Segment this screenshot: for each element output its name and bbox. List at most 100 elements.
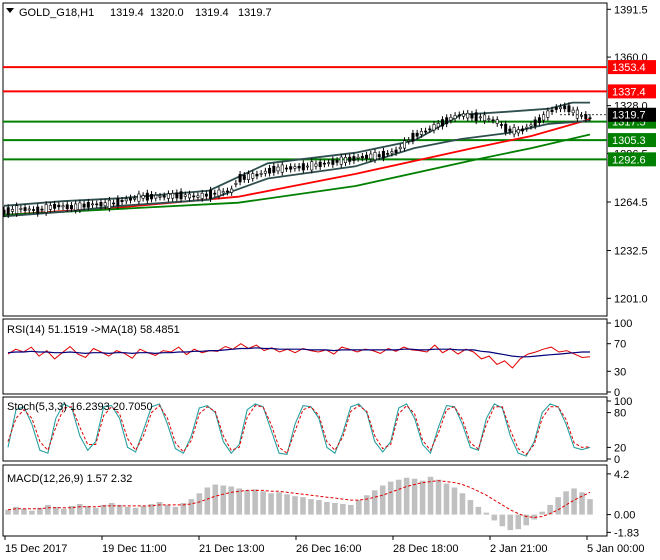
candle-body xyxy=(196,195,200,198)
macd-bar xyxy=(276,492,282,515)
candle-body xyxy=(128,197,132,201)
macd-bar xyxy=(196,493,203,515)
candle-body xyxy=(225,190,229,193)
macd-panel[interactable]: 4.2 0.00 -1.83 MACD(12,26,9) 1.57 2.32 xyxy=(2,464,639,539)
candle-body xyxy=(293,166,297,169)
candle-body xyxy=(32,209,36,211)
candle-body xyxy=(428,128,432,131)
candle-body xyxy=(407,140,411,142)
candle-body xyxy=(40,208,44,211)
candle-body xyxy=(158,195,162,198)
candle-body xyxy=(65,204,69,209)
candle-body xyxy=(335,160,339,163)
candle-body xyxy=(567,105,571,113)
candle-body xyxy=(314,163,318,167)
macd-bar xyxy=(252,489,258,515)
rsi-panel[interactable]: 100 70 30 0 RSI(14) 51.1519 ->MA(18) 58.485… xyxy=(2,318,632,399)
candle-body xyxy=(529,124,533,127)
candle-body xyxy=(525,126,529,129)
macd-bar xyxy=(451,487,458,515)
candle-body xyxy=(69,205,73,210)
macd-bar xyxy=(387,481,394,515)
macd-bar xyxy=(459,493,466,515)
candle-body xyxy=(23,207,27,211)
candle-body xyxy=(483,114,487,121)
macd-bar xyxy=(180,502,187,515)
macd-bar xyxy=(284,494,290,515)
level-tag xyxy=(608,60,656,75)
macd-bar xyxy=(467,500,474,515)
osc-tick-label: 100 xyxy=(614,318,632,330)
macd-signal-line xyxy=(7,480,591,519)
stochastic-lines xyxy=(7,403,591,457)
candle-body xyxy=(61,205,65,208)
candle-body xyxy=(103,202,107,207)
macd-bar xyxy=(108,502,115,515)
osc-tick-label: 0 xyxy=(614,387,620,399)
macd-header: MACD(12,26,9) 1.57 2.32 xyxy=(7,473,132,485)
candle-body xyxy=(491,119,495,122)
candle-body xyxy=(495,119,499,124)
current-price-label: 1319.7 xyxy=(612,110,646,122)
candle-body xyxy=(348,156,352,162)
candle-body xyxy=(91,203,95,206)
rsi-header: RSI(14) 51.1519 ->MA(18) 58.4851 xyxy=(7,324,180,336)
header-triangle-icon[interactable] xyxy=(6,8,14,13)
candle-body xyxy=(377,154,381,158)
macd-bar xyxy=(579,492,585,515)
candle-body xyxy=(386,153,390,155)
candle-body xyxy=(474,112,478,122)
candle-body xyxy=(162,195,166,198)
candle-body xyxy=(141,195,145,199)
macd-bar xyxy=(371,490,378,515)
osc-tick-label: 70 xyxy=(614,339,626,351)
candle-body xyxy=(504,123,508,133)
candle-body xyxy=(432,124,436,131)
macd-bar xyxy=(220,485,227,515)
candle-body xyxy=(575,109,579,119)
moving-average-line xyxy=(3,133,591,216)
macd-bar xyxy=(427,476,434,515)
stochastic-header: Stoch(5,3,3) 16.2393 20.7050 xyxy=(7,401,153,413)
rsi-lines xyxy=(7,343,591,369)
candle-body xyxy=(221,191,225,194)
candle-body xyxy=(466,112,470,119)
macd-bar xyxy=(100,504,107,515)
candle-body xyxy=(516,129,520,134)
price-tick-label: 1391.5 xyxy=(614,4,648,16)
candle-body xyxy=(301,163,305,171)
macd-bar xyxy=(188,499,195,515)
candle-body xyxy=(508,128,512,132)
candle-body xyxy=(107,199,111,209)
candle-body xyxy=(580,114,584,117)
candle-body xyxy=(558,106,562,110)
candle-body xyxy=(343,156,347,163)
candle-body xyxy=(499,124,503,126)
osc-tick-label: 0 xyxy=(614,454,620,466)
price-panel[interactable]: 1391.51360.01328.01296.51264.51232.51201… xyxy=(2,2,656,317)
macd-bar xyxy=(124,506,131,515)
candle-body xyxy=(171,193,175,199)
candle-body xyxy=(356,156,360,159)
candle-body xyxy=(209,189,213,199)
candle-body xyxy=(457,114,461,117)
ohlc-close: 1319.7 xyxy=(238,7,272,19)
level-tag-label: 1292.6 xyxy=(612,154,646,166)
candle-body xyxy=(166,193,170,199)
macd-bar xyxy=(29,510,35,515)
candle-body xyxy=(242,175,246,180)
candle-body xyxy=(365,154,369,159)
time-axis: 15 Dec 2017 19 Dec 11:00 21 Dec 13:00 26 De… xyxy=(4,536,645,555)
candle-body xyxy=(297,165,301,169)
macd-bar xyxy=(356,500,362,515)
price-tick-label: 1232.5 xyxy=(614,246,648,258)
macd-bar xyxy=(228,486,235,515)
candle-body xyxy=(272,165,276,173)
macd-signal-path xyxy=(7,480,591,519)
candle-body xyxy=(276,166,280,172)
candle-body xyxy=(53,203,57,209)
macd-bar xyxy=(236,488,242,515)
macd-bar xyxy=(164,504,171,515)
candle-body xyxy=(74,203,78,211)
